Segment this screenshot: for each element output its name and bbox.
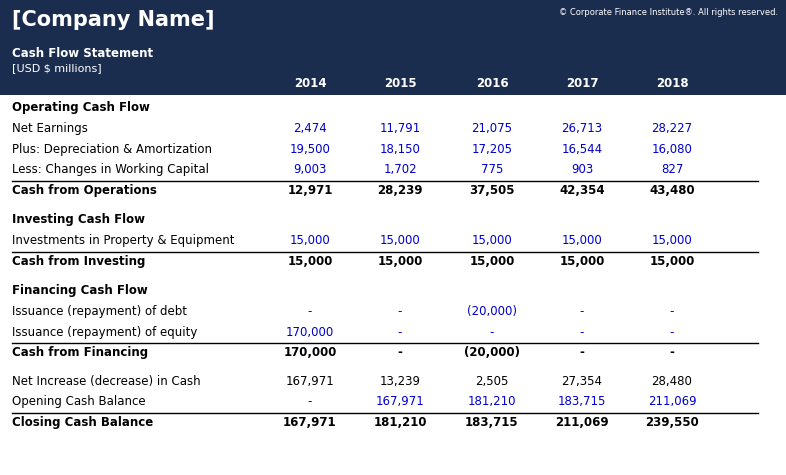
Text: Issuance (repayment) of debt: Issuance (repayment) of debt	[12, 305, 187, 318]
Text: Less: Changes in Working Capital: Less: Changes in Working Capital	[12, 163, 209, 176]
Text: 26,713: 26,713	[561, 122, 603, 135]
Text: -: -	[308, 305, 312, 318]
Text: 42,354: 42,354	[559, 184, 604, 197]
Text: 17,205: 17,205	[472, 142, 512, 156]
Bar	[0, 0, 786, 95]
Text: 167,971: 167,971	[283, 416, 337, 428]
Text: 11,791: 11,791	[380, 122, 421, 135]
Text: 13,239: 13,239	[380, 375, 421, 388]
Text: -: -	[580, 305, 584, 318]
Text: 183,715: 183,715	[558, 395, 606, 408]
Text: 15,000: 15,000	[288, 255, 332, 267]
Text: -: -	[490, 326, 494, 339]
Text: 2,505: 2,505	[476, 375, 509, 388]
Text: 167,971: 167,971	[285, 375, 334, 388]
Text: Net Earnings: Net Earnings	[12, 122, 88, 135]
Text: © Corporate Finance Institute®. All rights reserved.: © Corporate Finance Institute®. All righ…	[559, 8, 778, 17]
Text: Cash from Operations: Cash from Operations	[12, 184, 157, 197]
Text: 27,354: 27,354	[561, 375, 603, 388]
Text: 181,210: 181,210	[468, 395, 516, 408]
Text: 903: 903	[571, 163, 593, 176]
Text: 15,000: 15,000	[472, 234, 512, 247]
Text: 2014: 2014	[294, 77, 326, 90]
Text: 28,227: 28,227	[652, 122, 692, 135]
Text: 183,715: 183,715	[465, 416, 519, 428]
Text: 28,239: 28,239	[377, 184, 423, 197]
Text: Investing Cash Flow: Investing Cash Flow	[12, 213, 145, 226]
Text: 15,000: 15,000	[469, 255, 515, 267]
Text: -: -	[670, 305, 674, 318]
Text: 181,210: 181,210	[373, 416, 427, 428]
Text: 19,500: 19,500	[289, 142, 330, 156]
Text: 9,003: 9,003	[293, 163, 327, 176]
Text: Cash Flow Statement: Cash Flow Statement	[12, 47, 153, 60]
Text: -: -	[579, 346, 585, 359]
Text: 15,000: 15,000	[649, 255, 695, 267]
Text: -: -	[308, 395, 312, 408]
Text: -: -	[670, 326, 674, 339]
Text: 37,505: 37,505	[469, 184, 515, 197]
Text: Cash from Financing: Cash from Financing	[12, 346, 148, 359]
Text: Operating Cash Flow: Operating Cash Flow	[12, 101, 150, 114]
Text: [USD $ millions]: [USD $ millions]	[12, 63, 101, 73]
Text: 211,069: 211,069	[555, 416, 609, 428]
Text: (20,000): (20,000)	[464, 346, 520, 359]
Text: 170,000: 170,000	[286, 326, 334, 339]
Text: 827: 827	[661, 163, 683, 176]
Text: -: -	[398, 305, 402, 318]
Text: 2,474: 2,474	[293, 122, 327, 135]
Text: (20,000): (20,000)	[467, 305, 517, 318]
Text: 211,069: 211,069	[648, 395, 696, 408]
Text: -: -	[398, 346, 402, 359]
Text: 15,000: 15,000	[652, 234, 692, 247]
Text: Issuance (repayment) of equity: Issuance (repayment) of equity	[12, 326, 197, 339]
Text: Net Increase (decrease) in Cash: Net Increase (decrease) in Cash	[12, 375, 200, 388]
Text: 12,971: 12,971	[288, 184, 332, 197]
Text: [Company Name]: [Company Name]	[12, 10, 215, 30]
Text: -: -	[398, 326, 402, 339]
Text: 775: 775	[481, 163, 503, 176]
Text: 43,480: 43,480	[649, 184, 695, 197]
Text: 15,000: 15,000	[289, 234, 330, 247]
Text: Plus: Depreciation & Amortization: Plus: Depreciation & Amortization	[12, 142, 212, 156]
Text: 16,080: 16,080	[652, 142, 692, 156]
Text: 239,550: 239,550	[645, 416, 699, 428]
Text: 2015: 2015	[384, 77, 417, 90]
Text: 21,075: 21,075	[472, 122, 512, 135]
Text: 16,544: 16,544	[561, 142, 603, 156]
Text: 28,480: 28,480	[652, 375, 692, 388]
Text: 167,971: 167,971	[376, 395, 424, 408]
Text: 15,000: 15,000	[377, 255, 423, 267]
Text: Cash from Investing: Cash from Investing	[12, 255, 145, 267]
Text: 2017: 2017	[566, 77, 598, 90]
Text: Investments in Property & Equipment: Investments in Property & Equipment	[12, 234, 234, 247]
Text: 15,000: 15,000	[562, 234, 602, 247]
Text: 15,000: 15,000	[380, 234, 421, 247]
Text: Financing Cash Flow: Financing Cash Flow	[12, 284, 148, 297]
Text: Opening Cash Balance: Opening Cash Balance	[12, 395, 145, 408]
Text: 2016: 2016	[476, 77, 509, 90]
Text: -: -	[670, 346, 674, 359]
Text: 2018: 2018	[656, 77, 689, 90]
Text: -: -	[580, 326, 584, 339]
Text: 1,702: 1,702	[384, 163, 417, 176]
Text: Closing Cash Balance: Closing Cash Balance	[12, 416, 153, 428]
Text: 18,150: 18,150	[380, 142, 421, 156]
Text: 170,000: 170,000	[283, 346, 336, 359]
Text: 15,000: 15,000	[560, 255, 604, 267]
